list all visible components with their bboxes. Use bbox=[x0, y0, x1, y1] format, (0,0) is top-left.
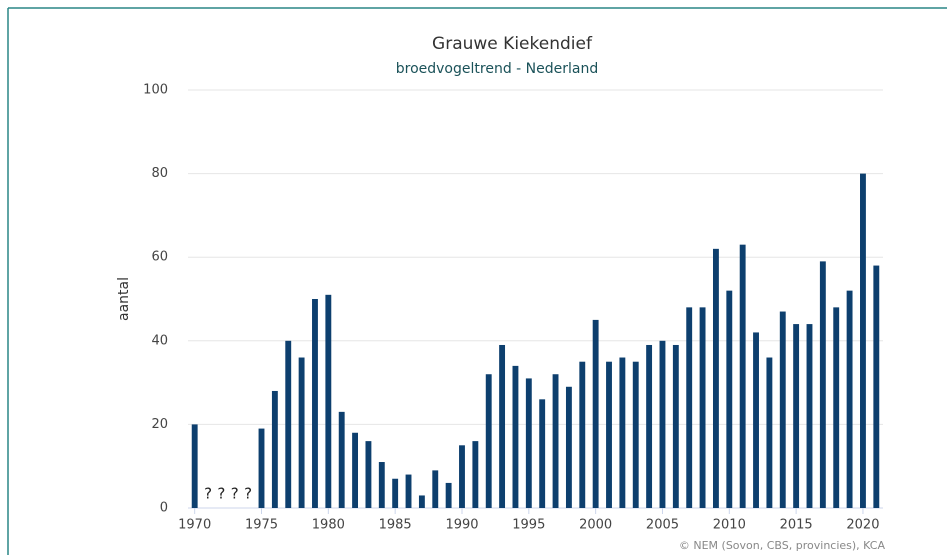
bar bbox=[646, 344, 653, 508]
bar bbox=[338, 411, 345, 508]
bar bbox=[271, 390, 278, 508]
x-tick-label: 1985 bbox=[379, 518, 412, 533]
bar bbox=[819, 261, 826, 508]
bar bbox=[712, 248, 719, 508]
bar bbox=[672, 344, 679, 508]
bar bbox=[445, 482, 452, 508]
annotation: ? bbox=[204, 485, 212, 503]
bar bbox=[873, 265, 880, 508]
x-tick-label: 2005 bbox=[646, 518, 679, 533]
x-tick-label: 2015 bbox=[780, 518, 813, 533]
bar bbox=[579, 361, 586, 508]
bar bbox=[418, 495, 425, 508]
bar bbox=[405, 474, 412, 508]
bar bbox=[378, 462, 385, 508]
bar bbox=[352, 432, 359, 508]
bar bbox=[606, 361, 612, 508]
x-tick-label: 2010 bbox=[713, 518, 746, 533]
y-tick-label: 0 bbox=[160, 501, 168, 516]
bar bbox=[552, 374, 559, 508]
x-tick-label: 1970 bbox=[178, 518, 211, 533]
y-tick-label: 20 bbox=[151, 417, 168, 432]
bar bbox=[392, 478, 399, 508]
bar bbox=[793, 324, 800, 508]
x-tick-label: 1995 bbox=[512, 518, 545, 533]
bar bbox=[539, 399, 546, 508]
bar bbox=[459, 445, 465, 508]
bar bbox=[485, 374, 492, 508]
bar bbox=[499, 344, 506, 508]
chart-subtitle: broedvogeltrend - Nederland bbox=[396, 61, 598, 77]
bar bbox=[312, 299, 318, 508]
bar bbox=[686, 307, 693, 508]
bar bbox=[833, 307, 840, 508]
bar bbox=[659, 340, 666, 508]
bar bbox=[846, 290, 853, 508]
y-tick-label: 40 bbox=[151, 333, 168, 348]
bar bbox=[632, 361, 639, 508]
bar bbox=[699, 307, 706, 508]
bar bbox=[325, 294, 332, 508]
x-tick-label: 1980 bbox=[312, 518, 345, 533]
bar bbox=[766, 357, 773, 508]
bar bbox=[565, 386, 572, 508]
bar bbox=[726, 290, 733, 508]
bar bbox=[285, 340, 292, 508]
x-tick-label: 1990 bbox=[445, 518, 478, 533]
bar bbox=[739, 244, 746, 508]
annotation: ? bbox=[244, 485, 252, 503]
bar bbox=[512, 365, 519, 508]
bar bbox=[191, 424, 198, 508]
bar bbox=[258, 428, 265, 508]
bar bbox=[525, 378, 532, 508]
bar bbox=[860, 173, 866, 508]
bar bbox=[592, 319, 599, 508]
bar bbox=[298, 357, 305, 508]
y-tick-label: 80 bbox=[151, 166, 168, 181]
annotation: ? bbox=[231, 485, 239, 503]
bar bbox=[619, 357, 626, 508]
annotation: ? bbox=[217, 485, 225, 503]
credits: © NEM (Sovon, CBS, provincies), KCA bbox=[679, 539, 886, 552]
x-tick-label: 2000 bbox=[579, 518, 612, 533]
bar bbox=[806, 324, 813, 508]
y-tick-label: 100 bbox=[143, 83, 168, 98]
x-tick-label: 2020 bbox=[846, 518, 879, 533]
y-tick-label: 60 bbox=[151, 250, 168, 265]
bar bbox=[779, 311, 786, 508]
x-tick-label: 1975 bbox=[245, 518, 278, 533]
bar bbox=[432, 470, 439, 508]
bar bbox=[472, 441, 479, 508]
y-axis-label: aantal bbox=[116, 277, 132, 321]
bar bbox=[753, 332, 759, 508]
chart-title: Grauwe Kiekendief bbox=[432, 34, 593, 54]
bar bbox=[365, 441, 372, 508]
